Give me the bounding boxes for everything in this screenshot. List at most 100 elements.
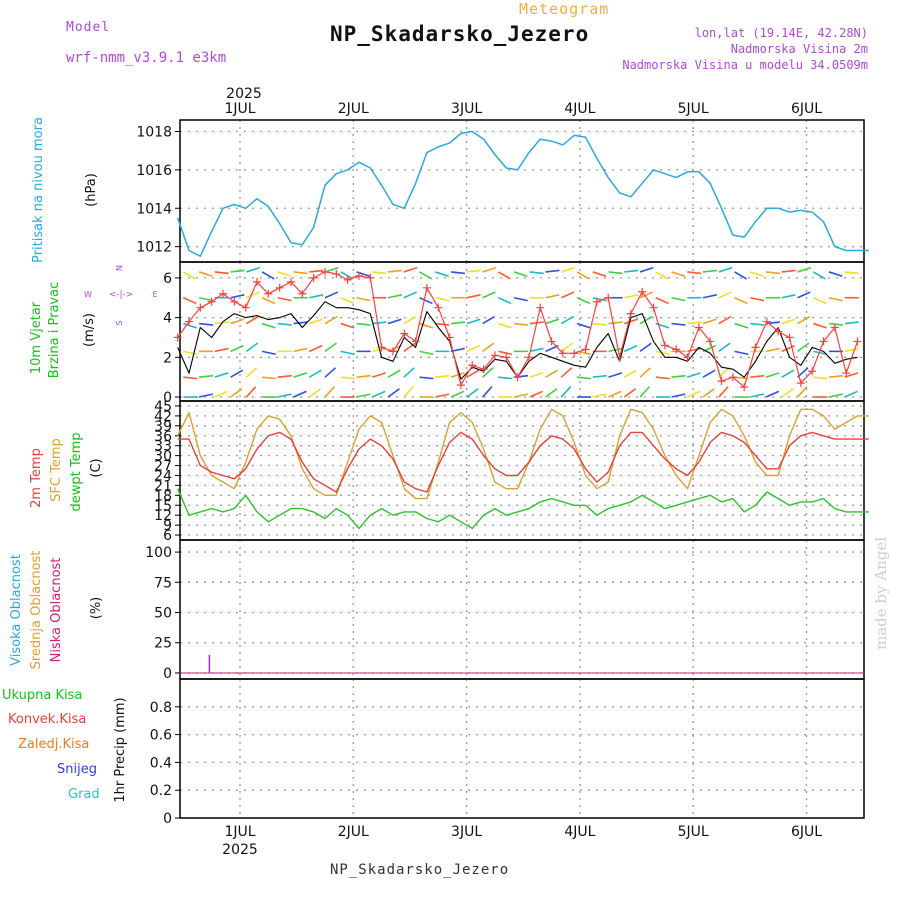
day-label-bottom: 3JUL [451, 824, 482, 840]
wind-arrow [624, 318, 638, 325]
wind-arrow [214, 271, 229, 275]
wind-arrow [277, 393, 292, 398]
pressure-ytick-label: 1018 [136, 125, 172, 141]
wind-arrow [687, 271, 702, 275]
wind-gust-marker [207, 297, 216, 306]
wind-ytick-label: 6 [163, 271, 172, 287]
wind-arrow [828, 322, 844, 326]
wind-arrow [308, 369, 322, 378]
wind-arrow [750, 393, 765, 398]
wind-arrow [639, 266, 654, 273]
pressure-label: Pritisak na nivou mora [31, 117, 46, 263]
wind-arrow [765, 390, 780, 398]
wind-arrow [466, 318, 481, 325]
wind-arrow [309, 344, 323, 353]
precip-legend: Ukupna Kisa Konvek.Kisa Zaledj.Kisa Snij… [2, 688, 128, 803]
wind-gust-marker [728, 373, 737, 382]
wind-arrow [624, 294, 639, 299]
wind-arrow [403, 367, 415, 378]
wind-arrow [387, 318, 402, 325]
wind-gust-marker [706, 337, 715, 346]
precip-unit: 1hr Precip (mm) [113, 697, 128, 802]
wind-arrow [482, 315, 496, 325]
compass-e: E [152, 290, 157, 299]
wind-label-2: Brzina i Pravac [47, 282, 62, 379]
pressure-ytick-label: 1012 [136, 240, 172, 256]
wind-arrow [560, 291, 575, 299]
wind-gust-marker [366, 273, 375, 282]
wind-arrow [655, 322, 670, 329]
wind-gust-marker [434, 303, 443, 312]
wind-arrow [560, 367, 573, 378]
wind-arrow [513, 393, 528, 398]
wind-gust-marker [241, 303, 250, 312]
day-label-bottom: 1JUL [224, 824, 255, 840]
wind-arrow [435, 393, 450, 398]
wind-arrow [497, 297, 512, 305]
pressure-unit: (hPa) [84, 173, 99, 207]
wind-arrow [246, 291, 260, 299]
wind-arrow [545, 388, 558, 398]
wind-arrow [482, 367, 494, 378]
wind-gust-marker [626, 309, 635, 318]
wind-arrow [812, 297, 827, 305]
wind-arrow [293, 271, 308, 275]
wind-arrow [230, 388, 243, 398]
wind-gust-marker [388, 347, 397, 356]
wind-arrow [261, 271, 275, 280]
wind-arrow [324, 367, 337, 378]
pressure-panel: 1012 1014 1016 1018 [136, 119, 869, 263]
wind-arrow [466, 388, 479, 398]
year-label-bottom: 2025 [222, 842, 258, 858]
wind-gust-marker [275, 283, 284, 292]
precipitation-ytick-label: 0.2 [150, 783, 172, 799]
wind-arrow [309, 294, 324, 299]
dewpt-line [177, 488, 869, 530]
wind-gust-marker [615, 353, 624, 362]
cloud-unit: (%) [89, 597, 104, 620]
wind-gust-marker [762, 317, 771, 326]
wind-arrow [576, 376, 592, 380]
wind-arrow [702, 388, 715, 398]
wind-arrow [828, 374, 844, 378]
wind-gust-marker [445, 333, 454, 342]
elevation-line: Nadmorska Visina 2m [730, 42, 868, 56]
wind-arrow [655, 297, 669, 305]
wind-arrow [828, 393, 843, 398]
pressure-ytick-label: 1014 [136, 201, 172, 217]
wind-arrow [199, 322, 214, 326]
temp-2m-line [177, 431, 869, 493]
wind-arrow [781, 369, 795, 378]
wind-gust-marker [332, 269, 341, 278]
wind-arrow [387, 369, 401, 378]
wind-arrow [560, 386, 572, 398]
wind-arrow [781, 318, 796, 325]
legend-freezing-rain: Zaledj.Kisa [18, 737, 89, 752]
precipitation-ytick-label: 0.8 [150, 700, 172, 716]
temp-unit: (C) [89, 458, 104, 477]
sfc-temp-line [177, 408, 869, 500]
wind-gust-marker [309, 273, 318, 282]
wind-gust-marker [298, 289, 307, 298]
wind-gust-marker [853, 337, 862, 346]
wind-arrow [387, 388, 400, 398]
temperature-ytick-label: 21 [154, 478, 172, 494]
wind-gust-marker [524, 353, 533, 362]
wind-arrow [734, 297, 748, 305]
wind-arrow [482, 342, 495, 353]
wind-arrow [718, 291, 732, 299]
wind-arrow [671, 296, 686, 302]
wind-arrow [734, 350, 749, 356]
wind-arrow [718, 315, 732, 325]
day-label-top: 1JUL [224, 101, 255, 117]
wind-arrow [687, 372, 701, 378]
day-label-top: 2JUL [338, 101, 369, 117]
wind-arrow [293, 321, 308, 325]
wind-gust-marker [286, 277, 295, 286]
wind-arrow [671, 374, 686, 378]
wind-arrow [293, 347, 308, 353]
wind-arrow [245, 315, 259, 325]
temperature-ytick-label: 6 [163, 528, 172, 544]
wind-axis-title: 10m Vjetar Brzina i Pravac (m/s) [29, 282, 97, 379]
